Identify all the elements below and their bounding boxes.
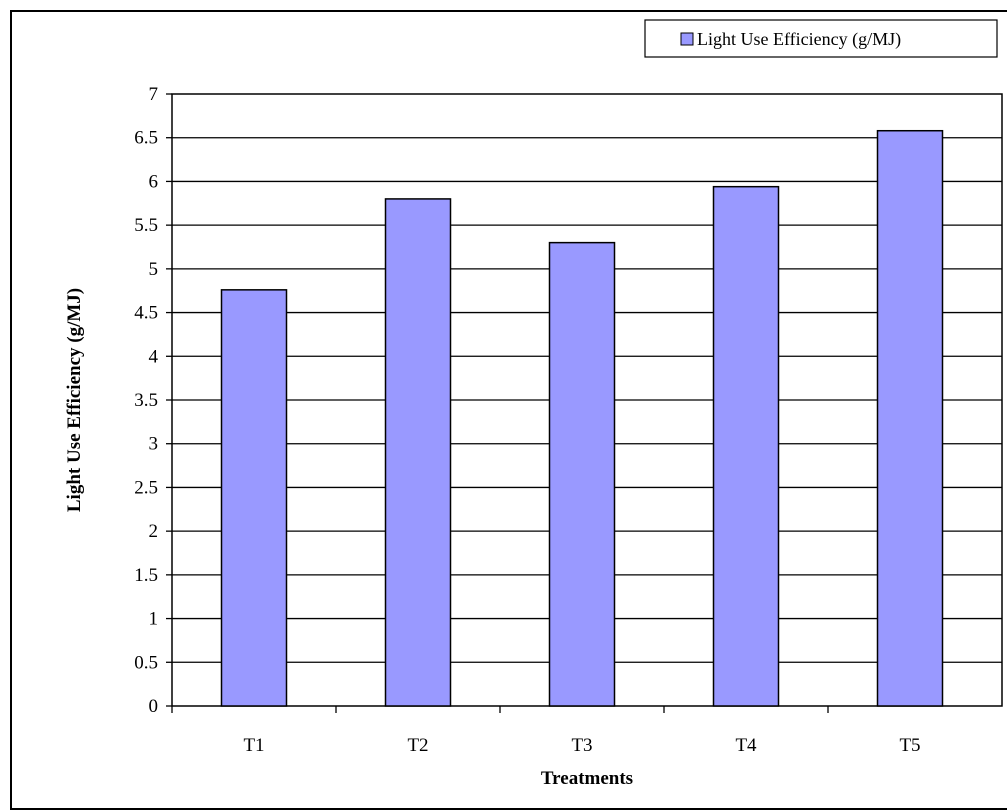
y-tick-label: 0	[149, 696, 159, 717]
y-axis: 0 0.5 1 1.5 2 2.5 3 3.5 4 4.5 5 5.5 6 6.5 7	[134, 84, 172, 717]
y-tick-label: 4	[149, 346, 159, 367]
x-tick-label: T2	[407, 735, 428, 756]
x-axis: T1 T2 T3 T4 T5	[171, 706, 921, 756]
y-tick-label: 1	[149, 609, 159, 630]
bar-t4	[712, 185, 780, 707]
x-tick-label: T5	[899, 735, 920, 756]
y-tick-label: 1.5	[134, 565, 158, 586]
y-tick-label: 5.5	[134, 215, 158, 236]
y-tick-label: 7	[149, 84, 159, 105]
x-axis-title: Treatments	[541, 768, 633, 789]
y-tick-label: 0.5	[134, 652, 158, 673]
bar-t5	[876, 129, 944, 707]
bar-t2	[384, 198, 452, 707]
x-tick-label: T4	[735, 735, 757, 756]
x-tick-label: T3	[571, 735, 592, 756]
bar-t1	[220, 289, 288, 707]
y-tick-label: 3	[149, 434, 159, 455]
legend-swatch	[680, 32, 694, 46]
y-axis-title: Light Use Efficiency (g/MJ)	[64, 288, 85, 512]
bars	[220, 129, 944, 707]
x-tick-label: T1	[243, 735, 264, 756]
y-tick-label: 6.5	[134, 128, 158, 149]
bar-t3	[548, 241, 616, 707]
legend: Light Use Efficiency (g/MJ)	[644, 19, 998, 58]
y-tick-label: 2.5	[134, 477, 158, 498]
chart-frame	[10, 10, 1007, 810]
legend-box	[644, 19, 998, 58]
y-tick-label: 4.5	[134, 303, 158, 324]
y-tick-label: 6	[149, 171, 159, 192]
y-tick-label: 3.5	[134, 390, 158, 411]
legend-label: Light Use Efficiency (g/MJ)	[697, 29, 901, 50]
y-tick-label: 2	[149, 521, 159, 542]
y-tick-label: 5	[149, 259, 159, 280]
